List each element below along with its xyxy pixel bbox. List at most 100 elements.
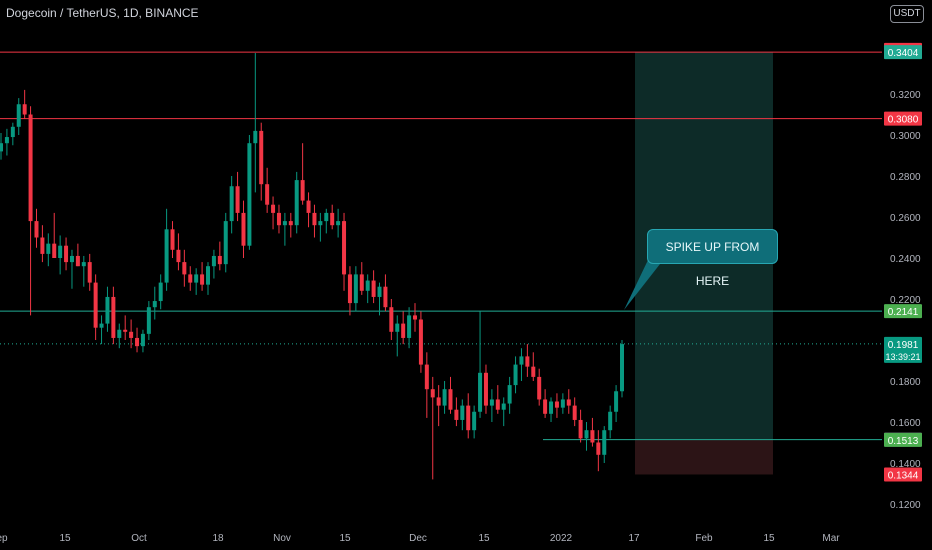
candle <box>336 208 341 238</box>
y-tick-label: 0.2400 <box>890 254 921 265</box>
candle-body <box>531 366 536 377</box>
candle <box>217 241 222 271</box>
candle-body <box>395 323 400 332</box>
candle-body <box>371 280 376 297</box>
candle-body <box>46 243 51 254</box>
candle-body <box>4 137 9 144</box>
candle-body <box>229 186 234 222</box>
candle <box>129 319 134 349</box>
x-tick-label: 15 <box>478 533 490 544</box>
candle <box>117 323 122 349</box>
candle <box>543 389 548 418</box>
candle-body <box>64 245 69 263</box>
candle <box>507 376 512 414</box>
candle-body <box>342 221 347 275</box>
x-tick-label: Dec <box>409 533 427 544</box>
candle-body <box>478 372 483 412</box>
x-tick-label: 15 <box>339 533 351 544</box>
candle <box>460 399 465 431</box>
candle <box>206 262 210 295</box>
candle <box>602 426 607 463</box>
candle <box>10 122 15 146</box>
candle <box>34 208 39 248</box>
candle-body <box>519 356 524 365</box>
price-label: 0.3080 <box>884 111 922 126</box>
candle-body <box>365 280 370 291</box>
candle-body <box>483 372 488 406</box>
candle <box>223 212 228 273</box>
candle-body <box>170 229 175 250</box>
candle-body <box>211 255 216 267</box>
y-tick-label: 0.1600 <box>890 418 921 429</box>
candle-body <box>560 399 565 408</box>
candle-body <box>16 104 21 127</box>
candle-body <box>58 245 63 258</box>
candle <box>330 204 335 230</box>
candle <box>93 274 98 340</box>
x-tick-label: 2022 <box>550 533 573 544</box>
candle-body <box>602 430 607 455</box>
candle-body <box>454 409 459 420</box>
candle <box>377 282 382 316</box>
candle <box>69 249 74 289</box>
currency-button[interactable]: USDT <box>890 5 924 23</box>
candle-body <box>206 266 210 285</box>
candle-body <box>164 229 169 283</box>
candle-body <box>578 419 583 439</box>
candle <box>389 299 394 340</box>
candle <box>235 171 240 222</box>
price-label-text: 0.1344 <box>888 470 919 481</box>
candle-body <box>472 411 477 431</box>
candle <box>365 274 370 304</box>
candle <box>271 196 276 230</box>
candle <box>584 422 589 451</box>
candle <box>58 235 63 275</box>
annotation-callout[interactable]: SPIKE UP FROM HERE <box>647 229 778 288</box>
candle-body <box>194 274 199 283</box>
candle-body <box>318 221 323 226</box>
x-tick-label: Mar <box>822 533 840 544</box>
candle-body <box>123 329 128 332</box>
candle-body <box>105 296 110 324</box>
candle <box>265 167 270 213</box>
y-tick-label: 0.1400 <box>890 459 921 470</box>
candle <box>608 405 613 439</box>
candle <box>442 381 447 414</box>
y-tick-label: 0.1800 <box>890 377 921 388</box>
candle <box>28 106 33 316</box>
candle <box>105 286 110 332</box>
candle-body <box>389 307 394 332</box>
x-tick-label: Oct <box>131 533 147 544</box>
candle <box>99 315 104 345</box>
candle-body <box>282 221 287 226</box>
candle-body <box>596 442 601 455</box>
x-tick-label: 15 <box>763 533 775 544</box>
candle <box>111 286 116 345</box>
candle <box>22 89 27 119</box>
candle-body <box>265 184 270 205</box>
y-tick-label: 0.3000 <box>890 131 921 142</box>
candle-body <box>140 333 145 347</box>
candle <box>247 135 252 250</box>
candle-body <box>99 323 104 328</box>
candle-body <box>22 104 27 115</box>
candle-body <box>176 249 181 263</box>
candle-body <box>117 329 122 338</box>
price-label-countdown: 13:39:21 <box>885 352 920 362</box>
candle <box>371 270 376 304</box>
candle <box>401 311 406 345</box>
candle <box>164 208 169 291</box>
candle-body <box>34 221 39 238</box>
candle <box>483 364 488 414</box>
candle-body <box>590 430 595 443</box>
candle-body <box>81 262 86 267</box>
price-label-text: 0.1513 <box>888 436 919 447</box>
candle-body <box>271 204 276 213</box>
candle-body <box>572 405 577 420</box>
candle <box>466 393 471 439</box>
candle <box>46 233 51 267</box>
x-tick-label: ep <box>0 533 8 544</box>
candle <box>211 249 216 279</box>
candle-body <box>87 262 92 283</box>
